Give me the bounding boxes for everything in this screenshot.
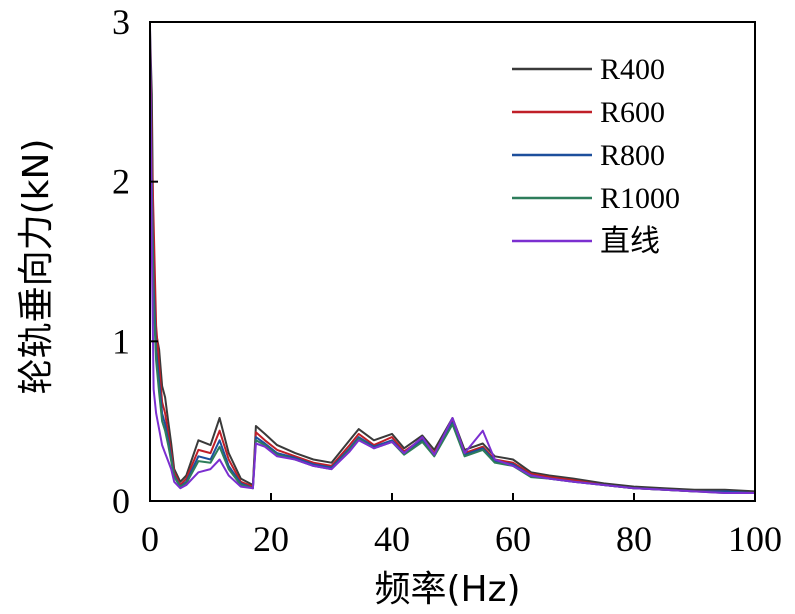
x-tick-label: 40: [374, 519, 410, 559]
y-tick-label: 1: [112, 321, 130, 361]
legend-label: R1000: [600, 182, 680, 215]
plot-frame: [149, 21, 756, 502]
x-tick-label: 60: [495, 519, 531, 559]
x-axis-title: 频率(Hz): [374, 569, 520, 610]
x-tick-label: 80: [616, 519, 652, 559]
x-tick-label: 100: [728, 519, 782, 559]
y-tick-label: 0: [112, 481, 130, 521]
series-line-5: [149, 21, 755, 494]
x-tick-label: 20: [253, 519, 289, 559]
legend: R400 R600 R800 R1000 直线: [512, 53, 680, 258]
y-tick-label: 3: [112, 2, 130, 42]
y-tick-label: 2: [112, 162, 130, 202]
legend-label: R800: [600, 139, 665, 172]
legend-label: 直线: [600, 225, 660, 258]
x-tick-label: 0: [141, 519, 159, 559]
y-axis-title: 轮轨垂向力(kN): [16, 139, 57, 395]
series-line-1: [149, 29, 756, 493]
ticks-layer: 0 20 40 60 80 100 0 1 2 3: [112, 2, 782, 559]
series-layer: [149, 21, 756, 494]
legend-label: R600: [600, 96, 665, 129]
legend-label: R400: [600, 53, 665, 86]
